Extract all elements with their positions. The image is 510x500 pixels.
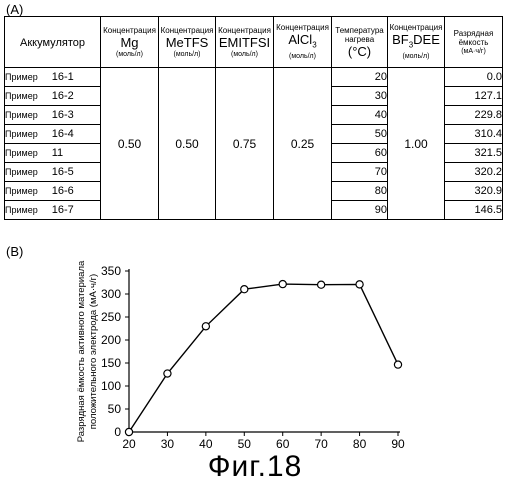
header-emitfsi: Концентрация EMITFSI (моль/л)	[216, 17, 274, 68]
data-point	[394, 361, 401, 368]
temperature-cell: 20	[332, 68, 388, 87]
x-tick-label: 40	[199, 437, 213, 450]
temperature-cell: 30	[332, 87, 388, 106]
example-label: Пример16-2	[5, 87, 101, 106]
capacity-cell: 229.8	[445, 106, 503, 125]
example-label: Пример16-3	[5, 106, 101, 125]
x-tick-label: 80	[353, 437, 367, 450]
table-header-row: Аккумулятор Концентрация Mg (моль/л) Кон…	[5, 17, 503, 68]
figure-caption: Фиг.18	[0, 450, 510, 484]
y-axis-title-line2: положительного электрода (мА·ч/г)	[88, 274, 99, 429]
y-axis-title-line1: Разрядная ёмкость активного материала	[76, 260, 87, 442]
header-metfs: Концентрация MeTFS (моль/л)	[159, 17, 216, 68]
header-mg: Концентрация Mg (моль/л)	[101, 17, 159, 68]
x-tick-label: 70	[314, 437, 328, 450]
table-row: Пример16-10.500.500.750.25201.000.0	[5, 68, 503, 87]
capacity-cell: 146.5	[445, 201, 503, 220]
metfs-concentration: 0.50	[159, 68, 216, 220]
y-tick-label: 200	[101, 333, 121, 347]
x-tick-label: 30	[161, 437, 175, 450]
example-label: Пример16-1	[5, 68, 101, 87]
y-tick-label: 100	[101, 379, 121, 393]
y-tick-label: 350	[101, 264, 121, 278]
y-tick-label: 0	[114, 425, 121, 439]
data-point	[125, 428, 132, 435]
temperature-cell: 50	[332, 125, 388, 144]
data-point	[164, 370, 171, 377]
y-tick-label: 300	[101, 287, 121, 301]
y-tick-label: 50	[108, 402, 122, 416]
data-point	[279, 281, 286, 288]
capacity-cell: 321.5	[445, 144, 503, 163]
y-tick-label: 150	[101, 356, 121, 370]
bf3dee-concentration: 1.00	[388, 68, 445, 220]
alcl3-concentration: 0.25	[274, 68, 332, 220]
capacity-cell: 0.0	[445, 68, 503, 87]
x-tick-label: 60	[276, 437, 290, 450]
header-battery: Аккумулятор	[5, 17, 101, 68]
example-label: Пример16-6	[5, 182, 101, 201]
capacity-line-chart: 0501001502002503003502030405060708090Тем…	[0, 250, 510, 450]
capacity-cell: 127.1	[445, 87, 503, 106]
y-tick-label: 250	[101, 310, 121, 324]
data-point	[356, 281, 363, 288]
temperature-cell: 90	[332, 201, 388, 220]
mg-concentration: 0.50	[101, 68, 159, 220]
example-label: Пример16-4	[5, 125, 101, 144]
series-line	[129, 284, 398, 432]
x-tick-label: 90	[391, 437, 405, 450]
temperature-cell: 40	[332, 106, 388, 125]
data-point	[241, 286, 248, 293]
y-axis-title: Разрядная ёмкость активного материалапол…	[76, 260, 99, 442]
panel-a-label: (A)	[6, 2, 23, 17]
capacity-cell: 320.2	[445, 163, 503, 182]
example-label: Пример11	[5, 144, 101, 163]
x-tick-label: 50	[238, 437, 252, 450]
header-capacity: Разрядная ёмкость (мА·ч/г)	[445, 17, 503, 68]
capacity-cell: 320.9	[445, 182, 503, 201]
data-point	[318, 281, 325, 288]
temperature-cell: 60	[332, 144, 388, 163]
capacity-cell: 310.4	[445, 125, 503, 144]
data-point	[202, 323, 209, 330]
emitfsi-concentration: 0.75	[216, 68, 274, 220]
header-temperature: Температура нагрева (°C)	[332, 17, 388, 68]
x-tick-label: 20	[122, 437, 136, 450]
header-alcl3: Концентрация AlCl3 (моль/л)	[274, 17, 332, 68]
temperature-cell: 80	[332, 182, 388, 201]
header-bf3dee: Концентрация BF3DEE (моль/л)	[388, 17, 445, 68]
results-table: Аккумулятор Концентрация Mg (моль/л) Кон…	[4, 16, 503, 220]
example-label: Пример16-5	[5, 163, 101, 182]
temperature-cell: 70	[332, 163, 388, 182]
example-label: Пример16-7	[5, 201, 101, 220]
